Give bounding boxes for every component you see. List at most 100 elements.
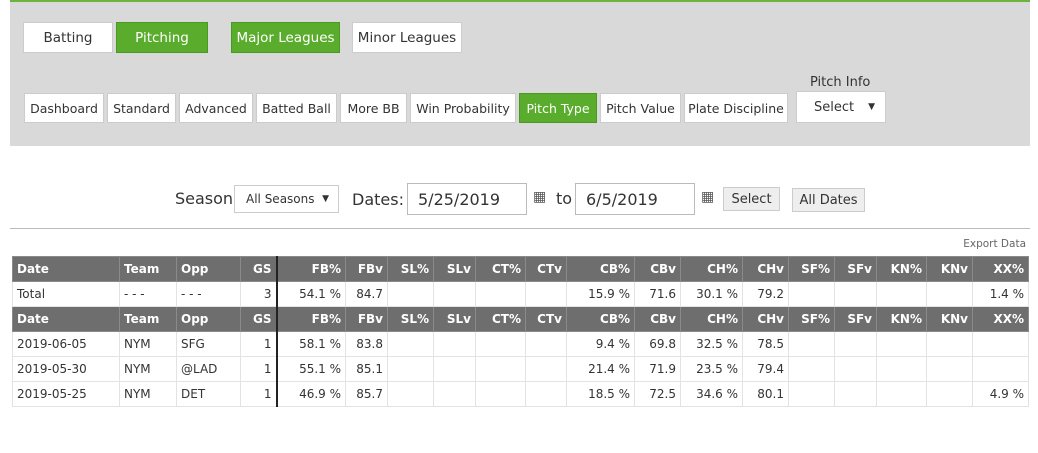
column-header[interactable]: SL% <box>387 306 434 332</box>
pitch-type-table: Date Team Opp GS FB% FBv SL% SLv CT% CTv CB% CBv CH%… <box>12 256 1029 407</box>
tab-standard[interactable]: Standard <box>107 93 176 123</box>
column-header[interactable]: SFv <box>834 256 877 282</box>
column-header[interactable]: CB% <box>566 256 635 282</box>
tab-pitch-value[interactable]: Pitch Value <box>600 93 681 123</box>
column-header[interactable]: CBv <box>634 306 681 332</box>
column-header[interactable]: GS <box>240 256 278 282</box>
tab-batting[interactable]: Batting <box>23 22 113 53</box>
column-header[interactable]: CH% <box>680 256 743 282</box>
column-header[interactable]: SFv <box>834 306 877 332</box>
column-header[interactable]: SF% <box>788 256 835 282</box>
table-cell: 21.4 % <box>566 356 635 382</box>
column-header[interactable]: CHv <box>742 306 789 332</box>
table-cell: 30.1 % <box>680 281 743 307</box>
table-cell <box>387 281 434 307</box>
tab-pitch-type[interactable]: Pitch Type <box>519 93 597 123</box>
column-header[interactable]: FB% <box>276 256 346 282</box>
table-cell <box>525 381 567 407</box>
table-cell: - - - <box>176 281 241 307</box>
column-header[interactable]: FBv <box>345 306 388 332</box>
all-dates-button[interactable]: All Dates <box>792 188 865 212</box>
table-row: 2019-05-30 NYM @LAD 1 55.1 % 85.1 21.4 % 71.9 23… <box>12 356 1029 382</box>
table-cell: 9.4 % <box>566 331 635 357</box>
column-header[interactable]: SLv <box>433 256 476 282</box>
table-cell: 55.1 % <box>276 356 346 382</box>
tab-more-bb[interactable]: More BB <box>340 93 407 123</box>
calendar-icon[interactable]: ▦ <box>701 189 715 205</box>
table-cell: NYM <box>119 381 177 407</box>
season-label: Season: <box>175 189 239 208</box>
tab-plate-discipline[interactable]: Plate Discipline <box>684 93 788 123</box>
table-cell: 4.9 % <box>972 381 1029 407</box>
table-cell <box>387 331 434 357</box>
tab-win-probability[interactable]: Win Probability <box>410 93 516 123</box>
column-header[interactable]: CTv <box>525 306 567 332</box>
table-cell <box>525 356 567 382</box>
column-header[interactable]: SF% <box>788 306 835 332</box>
column-header[interactable]: CT% <box>475 256 526 282</box>
table-cell: 69.8 <box>634 331 681 357</box>
tab-minor-leagues[interactable]: Minor Leagues <box>352 22 462 53</box>
date-to-input[interactable]: 6/5/2019 <box>575 183 695 215</box>
season-select[interactable]: All Seasons ▼ <box>234 185 339 213</box>
column-header[interactable]: Opp <box>176 306 241 332</box>
table-cell <box>788 381 835 407</box>
table-cell <box>972 331 1029 357</box>
column-header[interactable]: Date <box>12 256 120 282</box>
column-header[interactable]: KNv <box>926 306 973 332</box>
column-header[interactable]: Team <box>119 306 177 332</box>
table-cell: 18.5 % <box>566 381 635 407</box>
export-data-link[interactable]: Export Data <box>963 238 1026 250</box>
table-cell <box>433 356 476 382</box>
column-header[interactable]: SLv <box>433 306 476 332</box>
table-cell: - - - <box>119 281 177 307</box>
column-header[interactable]: CB% <box>566 306 635 332</box>
column-header[interactable]: Opp <box>176 256 241 282</box>
table-cell: 1 <box>240 331 278 357</box>
table-cell <box>876 356 927 382</box>
table-header-row: Date Team Opp GS FB% FBv SL% SLv CT% CTv CB% CBv CH%… <box>12 256 1029 282</box>
calendar-icon[interactable]: ▦ <box>533 189 547 205</box>
table-cell <box>926 381 973 407</box>
total-row: Total - - -- - -3 54.1 % 84.7 15.9 % 71.6 30.1… <box>12 281 1029 307</box>
tab-batted-ball[interactable]: Batted Ball <box>256 93 337 123</box>
date-from-input[interactable]: 5/25/2019 <box>407 183 527 215</box>
column-header[interactable]: XX% <box>972 306 1029 332</box>
column-header[interactable]: CT% <box>475 306 526 332</box>
pitch-info-select[interactable]: Select ▼ <box>796 91 886 123</box>
caret-down-icon: ▼ <box>868 102 875 112</box>
column-header[interactable]: KN% <box>876 256 927 282</box>
column-header[interactable]: SL% <box>387 256 434 282</box>
table-header-row: Date Team Opp GS FB% FBv SL% SLv CT% CTv CB% CBv CH%… <box>12 306 1029 332</box>
column-header[interactable]: XX% <box>972 256 1029 282</box>
table-cell <box>876 331 927 357</box>
column-header[interactable]: KN% <box>876 306 927 332</box>
column-header[interactable]: CTv <box>525 256 567 282</box>
table-cell: 34.6 % <box>680 381 743 407</box>
column-header[interactable]: CBv <box>634 256 681 282</box>
column-header[interactable]: Date <box>12 306 120 332</box>
tab-advanced[interactable]: Advanced <box>179 93 253 123</box>
table-cell: 2019-05-25 <box>12 381 120 407</box>
table-cell: 58.1 % <box>276 331 346 357</box>
table-cell <box>834 381 877 407</box>
table-cell: @LAD <box>176 356 241 382</box>
pitch-info-value: Select <box>814 99 855 115</box>
column-header[interactable]: FB% <box>276 306 346 332</box>
table-cell <box>525 281 567 307</box>
table-cell: 2019-06-05 <box>12 331 120 357</box>
column-header[interactable]: FBv <box>345 256 388 282</box>
column-header[interactable]: CH% <box>680 306 743 332</box>
date-select-button[interactable]: Select <box>723 187 780 211</box>
column-header[interactable]: CHv <box>742 256 789 282</box>
table-cell: NYM <box>119 331 177 357</box>
tab-pitching[interactable]: Pitching <box>116 22 208 53</box>
column-header[interactable]: KNv <box>926 256 973 282</box>
column-header[interactable]: GS <box>240 306 278 332</box>
tab-dashboard[interactable]: Dashboard <box>24 93 104 123</box>
tab-major-leagues[interactable]: Major Leagues <box>231 22 340 53</box>
column-header[interactable]: Team <box>119 256 177 282</box>
table-cell: 83.8 <box>345 331 388 357</box>
table-cell: 1 <box>240 381 278 407</box>
table-cell: DET <box>176 381 241 407</box>
